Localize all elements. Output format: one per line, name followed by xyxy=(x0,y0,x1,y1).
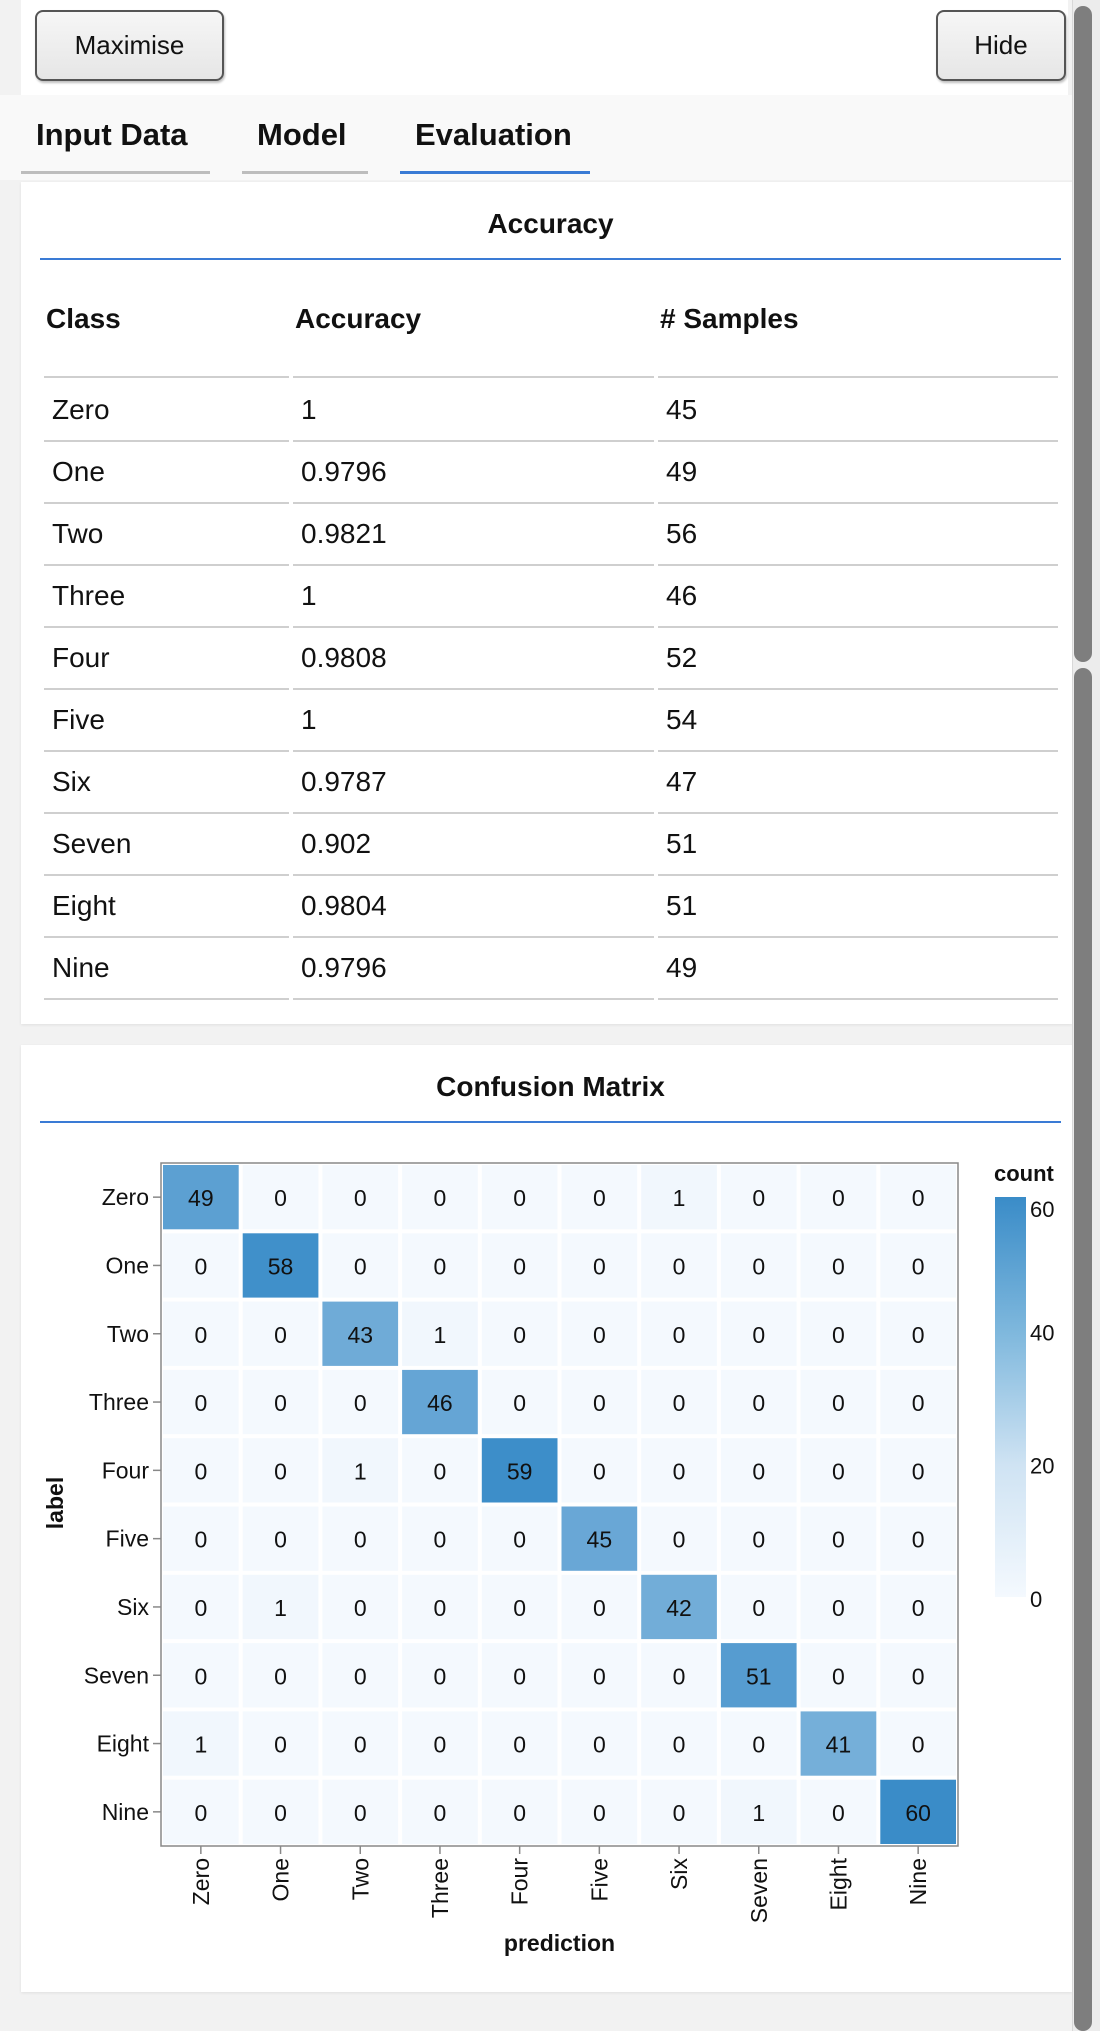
accuracy-panel: Accuracy xyxy=(21,182,1072,1024)
samples-cell: 49 xyxy=(658,442,1058,504)
class-cell: Zero xyxy=(44,380,289,442)
samples-cell: 47 xyxy=(658,752,1058,814)
accuracy-cell: 0.9796 xyxy=(293,938,654,1000)
accuracy-cell: 1 xyxy=(293,380,654,442)
header-divider xyxy=(293,376,654,378)
table-row: Six 0.9787 47 xyxy=(0,752,1100,814)
table-row: Four 0.9808 52 xyxy=(0,628,1100,690)
accuracy-cell: 0.9821 xyxy=(293,504,654,566)
class-cell: Eight xyxy=(44,876,289,938)
table-row: Nine 0.9796 49 xyxy=(0,938,1100,1000)
accuracy-cell: 0.9787 xyxy=(293,752,654,814)
table-row: Three 1 46 xyxy=(0,566,1100,628)
accuracy-cell: 1 xyxy=(293,690,654,752)
samples-cell: 49 xyxy=(658,938,1058,1000)
maximise-button[interactable]: Maximise xyxy=(35,10,224,81)
scrollbar-thumb[interactable] xyxy=(1074,668,1092,2031)
table-row: Two 0.9821 56 xyxy=(0,504,1100,566)
table-row: Seven 0.902 51 xyxy=(0,814,1100,876)
samples-cell: 54 xyxy=(658,690,1058,752)
hide-button[interactable]: Hide xyxy=(936,10,1066,81)
accuracy-cell: 1 xyxy=(293,566,654,628)
class-cell: Five xyxy=(44,690,289,752)
confusion-panel: Confusion Matrix xyxy=(21,1045,1072,1992)
confusion-title: Confusion Matrix xyxy=(40,1045,1061,1123)
header-divider xyxy=(658,376,1058,378)
samples-cell: 51 xyxy=(658,876,1058,938)
accuracy-cell: 0.902 xyxy=(293,814,654,876)
accuracy-cell: 0.9796 xyxy=(293,442,654,504)
class-cell: Seven xyxy=(44,814,289,876)
column-header-class: Class xyxy=(46,303,121,334)
header-divider xyxy=(44,376,289,378)
column-header-samples: # Samples xyxy=(660,303,799,334)
column-header-accuracy: Accuracy xyxy=(295,303,422,334)
class-cell: One xyxy=(44,442,289,504)
class-cell: Two xyxy=(44,504,289,566)
samples-cell: 45 xyxy=(658,380,1058,442)
accuracy-cell: 0.9808 xyxy=(293,628,654,690)
class-cell: Four xyxy=(44,628,289,690)
table-row: Eight 0.9804 51 xyxy=(0,876,1100,938)
scrollbar-thumb[interactable] xyxy=(1074,6,1092,662)
table-row: Zero 1 45 xyxy=(0,380,1100,442)
toolbar: Maximise Hide xyxy=(21,0,1068,95)
tab-input-data[interactable]: Input Data xyxy=(21,117,210,174)
samples-cell: 51 xyxy=(658,814,1058,876)
accuracy-title: Accuracy xyxy=(40,182,1061,260)
samples-cell: 46 xyxy=(658,566,1058,628)
class-cell: Three xyxy=(44,566,289,628)
table-row: Five 1 54 xyxy=(0,690,1100,752)
accuracy-cell: 0.9804 xyxy=(293,876,654,938)
tab-model[interactable]: Model xyxy=(242,117,368,174)
class-cell: Nine xyxy=(44,938,289,1000)
tab-bar: Input Data Model Evaluation xyxy=(0,95,1072,180)
samples-cell: 56 xyxy=(658,504,1058,566)
samples-cell: 52 xyxy=(658,628,1058,690)
tab-evaluation[interactable]: Evaluation xyxy=(400,117,590,174)
class-cell: Six xyxy=(44,752,289,814)
table-row: One 0.9796 49 xyxy=(0,442,1100,504)
